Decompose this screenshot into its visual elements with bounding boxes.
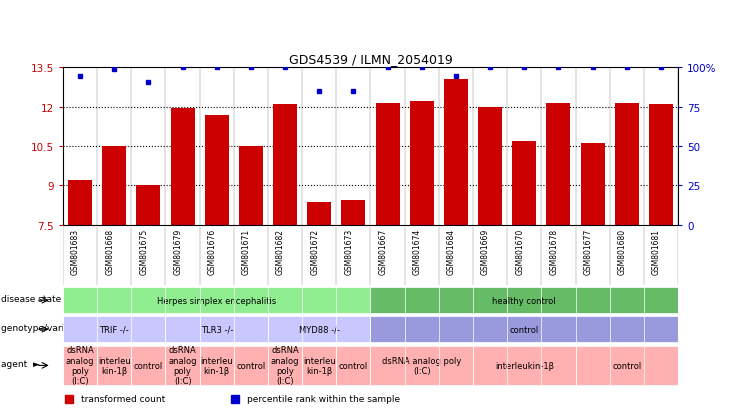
Bar <box>370 287 678 313</box>
Text: TLR3 -/-: TLR3 -/- <box>201 325 233 334</box>
Bar <box>376 103 399 225</box>
Text: MYD88 -/-: MYD88 -/- <box>299 325 339 334</box>
Bar <box>165 346 199 385</box>
Text: GSM801670: GSM801670 <box>515 228 524 275</box>
Bar <box>239 147 263 225</box>
Bar <box>97 346 131 385</box>
Text: control: control <box>236 361 265 370</box>
Bar <box>268 346 302 385</box>
Text: GSM801684: GSM801684 <box>447 228 456 274</box>
Bar <box>512 141 536 225</box>
Bar <box>63 287 370 313</box>
Title: GDS4539 / ILMN_2054019: GDS4539 / ILMN_2054019 <box>289 52 452 66</box>
Bar <box>63 346 97 385</box>
Text: GSM801681: GSM801681 <box>652 228 661 274</box>
Bar <box>336 346 370 385</box>
Text: dsRNA
analog
poly
(I:C): dsRNA analog poly (I:C) <box>66 345 94 386</box>
Bar <box>546 103 571 225</box>
Text: GSM801682: GSM801682 <box>276 228 285 274</box>
Text: GSM801672: GSM801672 <box>310 228 319 274</box>
Bar <box>199 346 234 385</box>
Bar <box>308 203 331 225</box>
Text: interleu
kin-1β: interleu kin-1β <box>200 356 233 375</box>
Text: healthy control: healthy control <box>493 296 556 305</box>
Bar <box>581 144 605 225</box>
Text: GSM801678: GSM801678 <box>549 228 559 274</box>
Text: control: control <box>339 361 368 370</box>
Text: GSM801677: GSM801677 <box>584 228 593 275</box>
Bar <box>131 346 165 385</box>
Bar <box>102 147 126 225</box>
Bar <box>302 346 336 385</box>
Bar <box>615 103 639 225</box>
Bar <box>649 105 673 225</box>
Text: percentile rank within the sample: percentile rank within the sample <box>247 394 401 403</box>
Text: GSM801683: GSM801683 <box>71 228 80 274</box>
Bar <box>370 346 473 385</box>
Text: Herpes simplex encephalitis: Herpes simplex encephalitis <box>157 296 276 305</box>
Bar <box>478 107 502 225</box>
Text: GSM801675: GSM801675 <box>139 228 148 275</box>
Text: GSM801680: GSM801680 <box>618 228 627 274</box>
Text: transformed count: transformed count <box>82 394 166 403</box>
Text: dsRNA
analog
poly
(I:C): dsRNA analog poly (I:C) <box>168 345 197 386</box>
Bar <box>410 102 433 225</box>
Text: dsRNA
analog
poly
(I:C): dsRNA analog poly (I:C) <box>270 345 299 386</box>
Bar <box>170 109 195 225</box>
Text: GSM801667: GSM801667 <box>379 228 388 275</box>
Bar <box>68 180 92 225</box>
Text: disease state  ►: disease state ► <box>1 294 74 304</box>
Bar <box>234 346 268 385</box>
Bar <box>444 80 468 225</box>
Bar <box>165 316 268 342</box>
Text: control: control <box>134 361 163 370</box>
Bar <box>273 105 297 225</box>
Bar <box>342 200 365 225</box>
Text: GSM801674: GSM801674 <box>413 228 422 275</box>
Text: interleu
kin-1β: interleu kin-1β <box>98 356 130 375</box>
Text: GSM801679: GSM801679 <box>173 228 182 275</box>
Bar <box>136 186 160 225</box>
Text: GSM801669: GSM801669 <box>481 228 490 275</box>
Bar <box>576 346 678 385</box>
Text: GSM801668: GSM801668 <box>105 228 114 274</box>
Text: agent  ►: agent ► <box>1 359 40 368</box>
Text: interleu
kin-1β: interleu kin-1β <box>303 356 336 375</box>
Bar <box>370 316 678 342</box>
Text: GSM801673: GSM801673 <box>345 228 353 275</box>
Bar <box>473 346 576 385</box>
Text: interleukin-1β: interleukin-1β <box>495 361 554 370</box>
Text: genotype/variation  ►: genotype/variation ► <box>1 323 100 332</box>
Text: TRIF -/-: TRIF -/- <box>99 325 129 334</box>
Text: GSM801671: GSM801671 <box>242 228 251 274</box>
Text: dsRNA analog poly
(I:C): dsRNA analog poly (I:C) <box>382 356 462 375</box>
Text: control: control <box>612 361 642 370</box>
Bar <box>268 316 370 342</box>
Bar <box>205 115 229 225</box>
Bar <box>63 316 165 342</box>
Text: GSM801676: GSM801676 <box>207 228 216 275</box>
Text: control: control <box>510 325 539 334</box>
